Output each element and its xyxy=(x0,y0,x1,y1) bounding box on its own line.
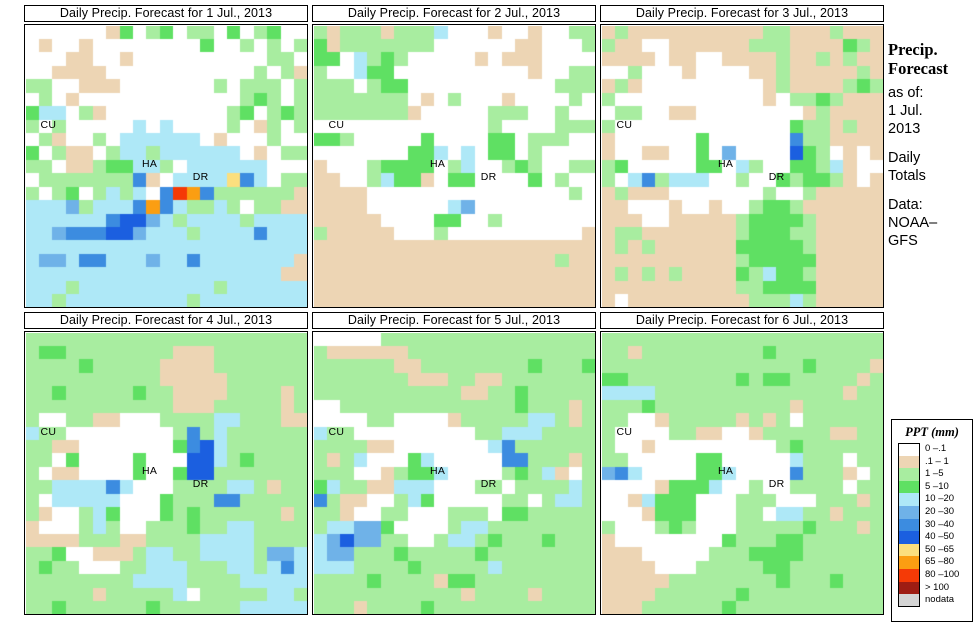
info-spacer-1 xyxy=(888,138,975,149)
legend-row: .1 – 1 xyxy=(898,455,972,469)
precip-raster xyxy=(26,26,307,307)
country-label-cu: CU xyxy=(328,119,345,132)
legend-swatch xyxy=(898,480,920,494)
legend-swatch xyxy=(898,594,920,607)
country-label-cu: CU xyxy=(328,426,345,439)
legend-swatch xyxy=(898,455,920,469)
legend-row: 50 –65 xyxy=(898,543,972,557)
legend-swatch xyxy=(898,493,920,506)
info-title-line1: Precip. xyxy=(888,40,938,59)
info-asof-date-line2: 2013 xyxy=(888,121,921,137)
forecast-panel-day-2: Daily Precip. Forecast for 2 Jul., 2013 C… xyxy=(312,5,596,308)
panel-map: CU HA DR xyxy=(600,331,884,615)
panel-title: Daily Precip. Forecast for 2 Jul., 2013 xyxy=(312,5,596,22)
info-data-source-line2: GFS xyxy=(888,233,918,249)
legend-swatch xyxy=(898,468,920,481)
legend-swatch xyxy=(898,443,920,456)
country-label-dr: DR xyxy=(192,171,209,184)
info-title-line2: Forecast xyxy=(888,59,949,78)
country-label-dr: DR xyxy=(480,478,497,491)
country-label-ha: HA xyxy=(718,158,734,171)
legend-row: nodata xyxy=(898,594,972,607)
panel-title: Daily Precip. Forecast for 3 Jul., 2013 xyxy=(600,5,884,22)
legend-title: PPT (mm) xyxy=(905,425,959,439)
country-label-cu: CU xyxy=(616,426,633,439)
legend-label: 0 –.1 xyxy=(925,443,947,454)
legend-label: nodata xyxy=(925,594,955,606)
forecast-panel-day-3: Daily Precip. Forecast for 3 Jul., 2013 C… xyxy=(600,5,884,308)
country-label-dr: DR xyxy=(768,171,785,184)
precip-raster xyxy=(602,26,883,307)
info-data-source-line1: NOAA– xyxy=(888,215,938,231)
forecast-info-block: Precip. Forecast as of: 1 Jul. 2013 Dail… xyxy=(888,40,975,250)
legend-label: 20 –30 xyxy=(925,505,955,517)
legend-row: 5 –10 xyxy=(898,480,972,494)
legend-swatch xyxy=(898,568,920,582)
info-spacer-2 xyxy=(888,185,975,196)
precip-raster xyxy=(602,333,883,614)
country-label-cu: CU xyxy=(40,119,57,132)
info-totals-line1: Daily xyxy=(888,150,921,166)
legend-row: 0 –.1 xyxy=(898,443,972,456)
legend-swatch xyxy=(898,556,920,569)
legend-swatch xyxy=(898,581,920,595)
legend-swatch xyxy=(898,531,920,544)
legend-row: > 100 xyxy=(898,581,972,595)
country-label-dr: DR xyxy=(480,171,497,184)
legend-row: 10 –20 xyxy=(898,493,972,506)
legend-label: 1 –5 xyxy=(925,468,944,480)
legend-row: 30 –40 xyxy=(898,518,972,532)
country-label-cu: CU xyxy=(40,426,57,439)
info-asof-date-line1: 1 Jul. xyxy=(888,103,923,119)
legend-label: 40 –50 xyxy=(925,531,955,543)
forecast-panel-day-4: Daily Precip. Forecast for 4 Jul., 2013 C… xyxy=(24,312,308,615)
legend-row: 65 –80 xyxy=(898,556,972,569)
country-label-ha: HA xyxy=(718,465,734,478)
legend-row: 40 –50 xyxy=(898,531,972,544)
info-totals-line2: Totals xyxy=(888,168,926,184)
legend-label: 65 –80 xyxy=(925,556,955,568)
country-label-ha: HA xyxy=(430,158,446,171)
legend-row: 20 –30 xyxy=(898,505,972,519)
country-label-ha: HA xyxy=(430,465,446,478)
panel-map: CU HA DR xyxy=(312,24,596,308)
legend-swatch xyxy=(898,505,920,519)
info-asof-label: as of: xyxy=(888,85,924,101)
legend-swatch xyxy=(898,518,920,532)
legend-row: 1 –5 xyxy=(898,468,972,481)
panel-map: CU HA DR xyxy=(24,24,308,308)
country-label-ha: HA xyxy=(142,465,158,478)
legend-label: 30 –40 xyxy=(925,518,955,530)
country-label-dr: DR xyxy=(768,478,785,491)
country-label-dr: DR xyxy=(192,478,209,491)
legend-label: > 100 xyxy=(925,581,950,593)
panel-title: Daily Precip. Forecast for 4 Jul., 2013 xyxy=(24,312,308,329)
panel-title: Daily Precip. Forecast for 6 Jul., 2013 xyxy=(600,312,884,329)
legend-row: 80 –100 xyxy=(898,568,972,582)
forecast-panel-day-5: Daily Precip. Forecast for 5 Jul., 2013 C… xyxy=(312,312,596,615)
country-label-ha: HA xyxy=(142,158,158,171)
precip-raster xyxy=(314,333,595,614)
forecast-panel-day-1: Daily Precip. Forecast for 1 Jul., 2013 C… xyxy=(24,5,308,308)
panel-map: CU HA DR xyxy=(600,24,884,308)
country-label-cu: CU xyxy=(616,119,633,132)
legend-label: 50 –65 xyxy=(925,543,955,555)
panel-map: CU HA DR xyxy=(24,331,308,615)
legend-swatch xyxy=(898,543,920,557)
panel-title: Daily Precip. Forecast for 5 Jul., 2013 xyxy=(312,312,596,329)
panel-map: CU HA DR xyxy=(312,331,596,615)
info-data-label: Data: xyxy=(888,197,923,213)
legend-label: 80 –100 xyxy=(925,568,960,580)
legend-label: .1 – 1 xyxy=(925,455,949,467)
precip-raster xyxy=(314,26,595,307)
precip-raster xyxy=(26,333,307,614)
forecast-panel-day-6: Daily Precip. Forecast for 6 Jul., 2013 C… xyxy=(600,312,884,615)
legend-label: 10 –20 xyxy=(925,493,955,505)
panel-title: Daily Precip. Forecast for 1 Jul., 2013 xyxy=(24,5,308,22)
legend-label: 5 –10 xyxy=(925,480,949,492)
